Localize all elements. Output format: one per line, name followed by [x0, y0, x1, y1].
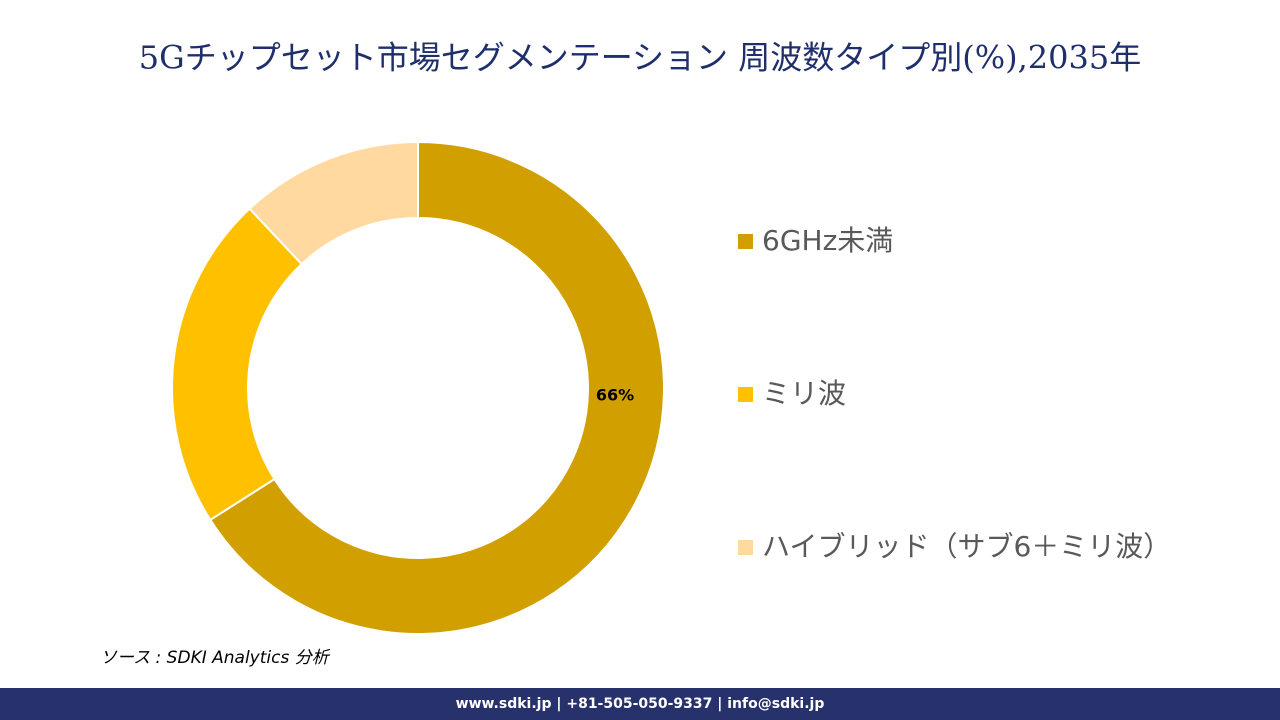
legend-swatch [738, 234, 753, 249]
footer-text: www.sdki.jp | +81-505-050-9337 | info@sd… [456, 696, 825, 712]
legend-label: 6GHz未満 [762, 224, 893, 257]
donut-slice [208, 140, 665, 635]
footer-bar [0, 688, 1280, 720]
legend-swatch [738, 387, 753, 402]
source-note: ソース : SDKI Analytics 分析 [100, 648, 331, 668]
data-label: 66% [596, 386, 634, 405]
donut-slice [248, 140, 419, 266]
legend-swatch [738, 540, 753, 555]
legend-label: ハイブリッド（サブ6＋ミリ波） [762, 530, 1171, 563]
legend-label: ミリ波 [762, 377, 846, 410]
donut-slice [171, 207, 304, 522]
chart-title: 5Gチップセット市場セグメンテーション 周波数タイプ別(%),2035年 [139, 39, 1141, 77]
